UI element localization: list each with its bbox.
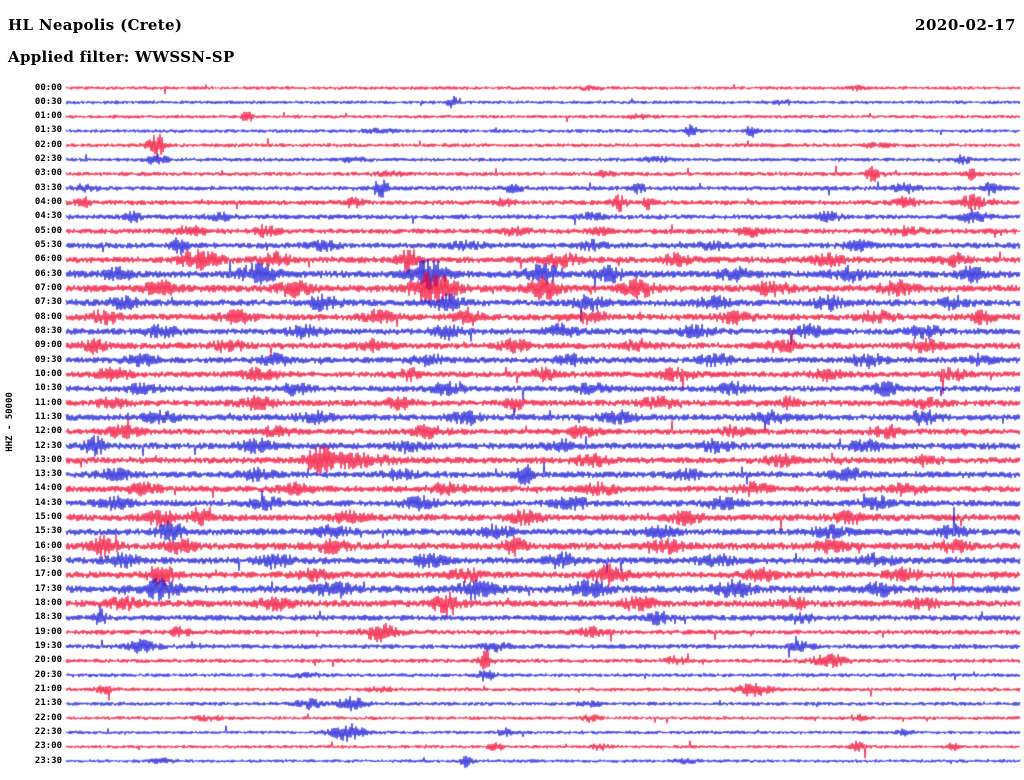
time-label: 17:30 [34,583,62,594]
time-label: 22:00 [34,712,62,723]
time-label: 19:00 [34,626,62,637]
time-label: 08:00 [34,311,62,322]
time-label: 10:00 [34,368,62,379]
time-label: 10:30 [34,383,62,394]
time-label: 21:00 [34,683,62,694]
time-label: 01:00 [34,111,62,122]
time-label: 13:00 [34,454,62,465]
time-label: 21:30 [34,698,62,709]
time-label: 00:30 [34,96,62,107]
time-label: 11:30 [34,411,62,422]
time-label: 23:30 [34,755,62,766]
time-label: 00:00 [34,82,62,93]
time-label: 05:00 [34,225,62,236]
time-label: 06:00 [34,254,62,265]
time-label: 17:00 [34,569,62,580]
time-label: 07:00 [34,282,62,293]
time-label: 14:00 [34,483,62,494]
time-label: 09:30 [34,354,62,365]
time-label: 16:00 [34,540,62,551]
time-label: 12:30 [34,440,62,451]
time-label: 14:30 [34,497,62,508]
time-label: 23:00 [34,741,62,752]
time-label: 02:00 [34,139,62,150]
time-label: 13:30 [34,469,62,480]
time-label: 04:00 [34,197,62,208]
time-label: 06:30 [34,268,62,279]
time-label: 15:00 [34,512,62,523]
time-label: 02:30 [34,154,62,165]
time-label: 04:30 [34,211,62,222]
time-label: 11:00 [34,397,62,408]
time-label: 22:30 [34,726,62,737]
time-label: 07:30 [34,297,62,308]
time-label: 19:30 [34,640,62,651]
time-label: 16:30 [34,555,62,566]
time-label: 15:30 [34,526,62,537]
time-label: 18:00 [34,598,62,609]
time-label: 08:30 [34,325,62,336]
time-label: 03:30 [34,182,62,193]
time-label: 20:00 [34,655,62,666]
time-label: 03:00 [34,168,62,179]
time-label: 12:00 [34,426,62,437]
time-label: 20:30 [34,669,62,680]
time-label: 01:30 [34,125,62,136]
time-label: 18:30 [34,612,62,623]
time-label: 05:30 [34,240,62,251]
time-label: 09:00 [34,340,62,351]
